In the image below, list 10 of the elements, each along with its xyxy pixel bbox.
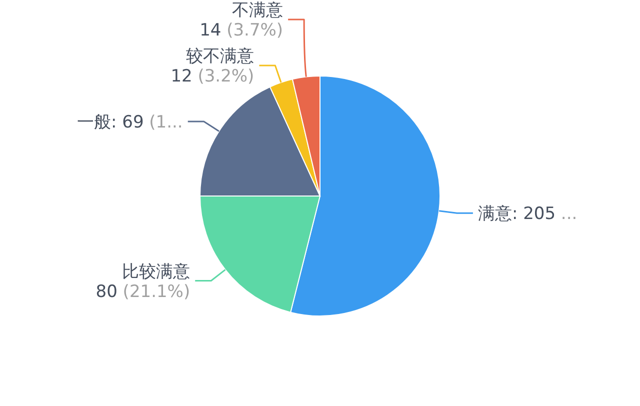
slice-label: 比较满意 — [122, 262, 190, 282]
slice-label: 较不满意 — [186, 46, 254, 66]
slice-label: 不满意 — [232, 0, 284, 20]
data-label: : 69 (1... — [111, 112, 183, 132]
slice-label: 满意 — [478, 204, 512, 224]
data-label: : 205 ... — [512, 204, 578, 224]
data-label: 80 (21.1%) — [96, 282, 190, 302]
data-label: 12 (3.2%) — [170, 66, 254, 86]
data-label: 14 (3.7%) — [200, 20, 284, 40]
slice-label: 一般 — [77, 112, 112, 132]
